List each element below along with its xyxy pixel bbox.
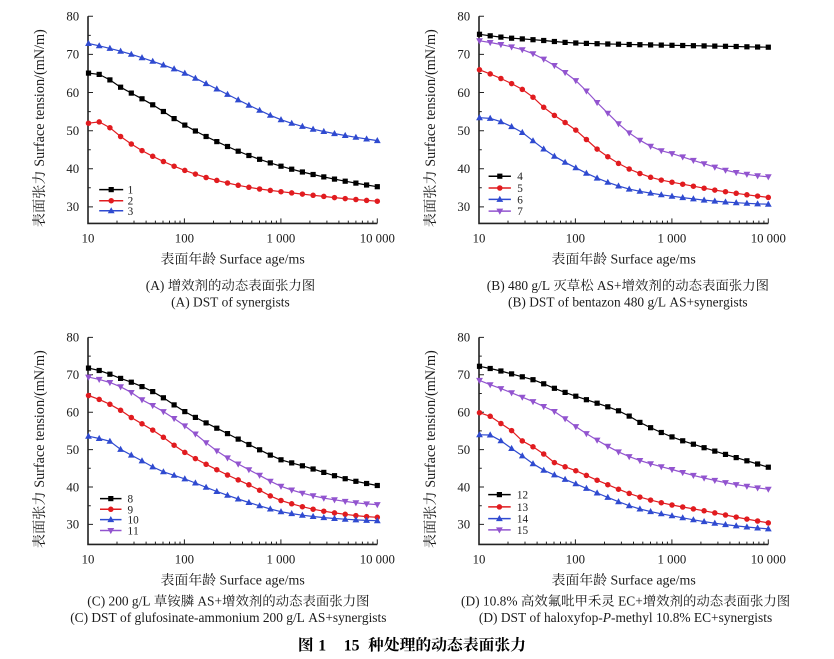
svg-text:100: 100 bbox=[566, 232, 585, 246]
svg-text:10 000: 10 000 bbox=[360, 232, 395, 246]
svg-text:EC+: EC+ bbox=[618, 594, 643, 609]
svg-text:60: 60 bbox=[66, 406, 79, 420]
svg-text:60: 60 bbox=[457, 406, 470, 420]
svg-text:(C) DST of glufosinate-ammoniu: (C) DST of glufosinate-ammonium 200 g/L … bbox=[70, 610, 386, 625]
svg-text:4: 4 bbox=[517, 171, 523, 183]
svg-text:50: 50 bbox=[66, 124, 79, 138]
svg-text:8: 8 bbox=[128, 494, 134, 506]
svg-text:30: 30 bbox=[66, 518, 79, 532]
svg-text:9: 9 bbox=[128, 504, 134, 516]
svg-text:(B) 480 g/L: (B) 480 g/L bbox=[487, 278, 550, 293]
svg-text:13: 13 bbox=[517, 502, 529, 514]
svg-text:6: 6 bbox=[517, 194, 523, 206]
svg-text:2: 2 bbox=[128, 196, 134, 208]
svg-text:Surface age/ms: Surface age/ms bbox=[611, 574, 696, 589]
svg-text:15: 15 bbox=[344, 637, 360, 654]
svg-text:-methyl 10.8% EC+synergists: -methyl 10.8% EC+synergists bbox=[611, 610, 772, 625]
svg-text:40: 40 bbox=[66, 480, 79, 494]
svg-text:10: 10 bbox=[128, 515, 140, 527]
svg-text:Surface age/ms: Surface age/ms bbox=[220, 574, 305, 589]
svg-text:7: 7 bbox=[517, 206, 523, 218]
svg-text:(D) DST of haloxyfop-: (D) DST of haloxyfop- bbox=[479, 610, 603, 625]
svg-text:Surface age/ms: Surface age/ms bbox=[220, 253, 305, 268]
svg-text:100: 100 bbox=[566, 553, 585, 567]
svg-text:12: 12 bbox=[517, 490, 528, 502]
svg-text:Surface age/ms: Surface age/ms bbox=[611, 253, 696, 268]
svg-text:Surface tension/(mN/m): Surface tension/(mN/m) bbox=[32, 350, 48, 488]
svg-text:3: 3 bbox=[128, 206, 134, 218]
svg-text:1 000: 1 000 bbox=[658, 232, 687, 246]
svg-text:50: 50 bbox=[457, 443, 470, 457]
svg-text:(D) 10.8%: (D) 10.8% bbox=[461, 594, 518, 609]
svg-text:10: 10 bbox=[473, 232, 486, 246]
svg-text:1 000: 1 000 bbox=[267, 232, 296, 246]
svg-text:1: 1 bbox=[128, 185, 134, 197]
svg-text:Surface tension/(mN/m): Surface tension/(mN/m) bbox=[423, 350, 439, 488]
svg-text:10 000: 10 000 bbox=[360, 553, 395, 567]
svg-text:10: 10 bbox=[82, 232, 95, 246]
svg-text:Surface tension/(mN/m): Surface tension/(mN/m) bbox=[32, 29, 48, 167]
svg-text:50: 50 bbox=[457, 124, 470, 138]
svg-text:(A) DST of synergists: (A) DST of synergists bbox=[171, 295, 290, 310]
svg-text:30: 30 bbox=[457, 518, 470, 532]
svg-text:40: 40 bbox=[457, 162, 470, 176]
svg-text:100: 100 bbox=[175, 232, 194, 246]
svg-text:14: 14 bbox=[517, 514, 529, 526]
svg-text:10: 10 bbox=[82, 553, 95, 567]
svg-text:80: 80 bbox=[457, 331, 470, 345]
svg-text:40: 40 bbox=[457, 480, 470, 494]
svg-text:30: 30 bbox=[66, 200, 79, 214]
svg-text:80: 80 bbox=[66, 10, 79, 24]
svg-text:100: 100 bbox=[175, 553, 194, 567]
svg-text:70: 70 bbox=[457, 48, 470, 62]
svg-text:70: 70 bbox=[66, 368, 79, 382]
svg-text:1: 1 bbox=[318, 637, 326, 654]
svg-text:60: 60 bbox=[457, 86, 470, 100]
svg-text:80: 80 bbox=[457, 10, 470, 24]
svg-text:70: 70 bbox=[66, 48, 79, 62]
svg-text:70: 70 bbox=[457, 368, 470, 382]
svg-text:Surface tension/(mN/m): Surface tension/(mN/m) bbox=[423, 29, 439, 167]
svg-text:40: 40 bbox=[66, 162, 79, 176]
svg-text:80: 80 bbox=[66, 331, 79, 345]
svg-text:1 000: 1 000 bbox=[267, 553, 296, 567]
svg-text:5: 5 bbox=[517, 183, 523, 195]
svg-text:10: 10 bbox=[473, 553, 486, 567]
svg-text:15: 15 bbox=[517, 525, 529, 537]
svg-text:1 000: 1 000 bbox=[658, 553, 687, 567]
svg-text:AS+: AS+ bbox=[597, 278, 622, 293]
svg-text:(C) 200 g/L: (C) 200 g/L bbox=[87, 594, 150, 609]
svg-text:50: 50 bbox=[66, 443, 79, 457]
svg-text:AS+: AS+ bbox=[197, 594, 222, 609]
svg-text:11: 11 bbox=[128, 526, 139, 538]
svg-text:(A): (A) bbox=[146, 278, 165, 293]
svg-text:60: 60 bbox=[66, 86, 79, 100]
svg-text:30: 30 bbox=[457, 200, 470, 214]
svg-text:P: P bbox=[602, 610, 611, 625]
svg-text:10 000: 10 000 bbox=[751, 553, 786, 567]
svg-text:(B) DST of bentazon 480 g/L AS: (B) DST of bentazon 480 g/L AS+synergist… bbox=[508, 295, 748, 310]
svg-text:10 000: 10 000 bbox=[751, 232, 786, 246]
